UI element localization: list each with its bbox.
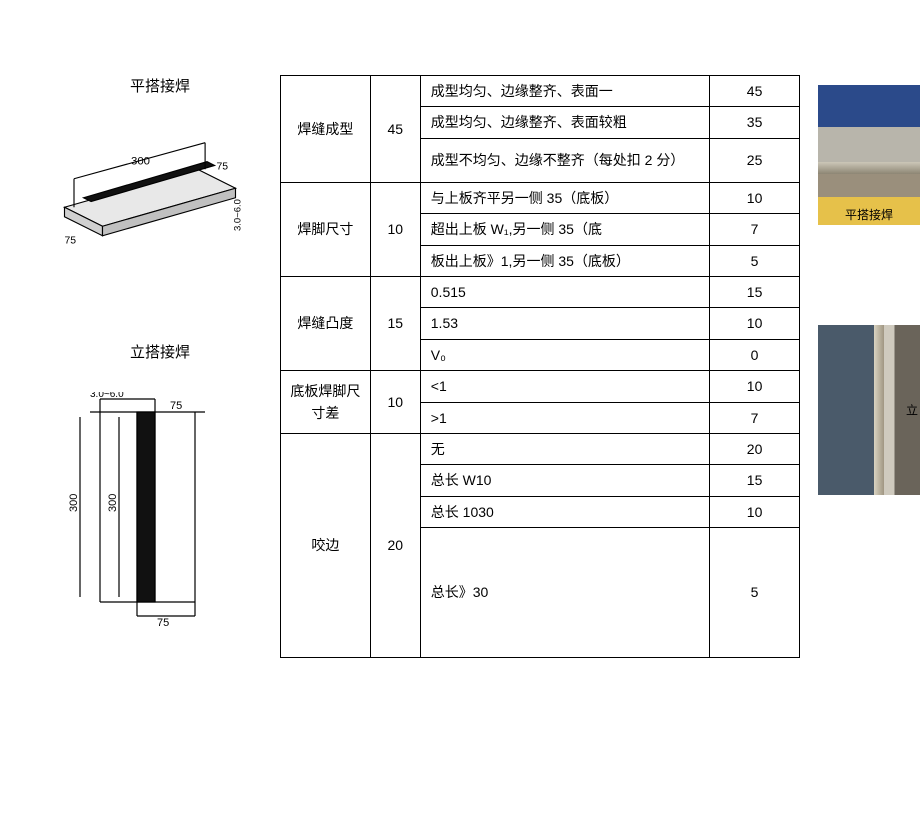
- score-cell: 5: [710, 245, 800, 276]
- criteria-cell: 1.53: [420, 308, 709, 339]
- diag2-w2: 75: [157, 617, 169, 629]
- criteria-cell: 板出上板》1,另一侧 35（底板）: [420, 245, 709, 276]
- criteria-cell: 总长 W10: [420, 465, 709, 496]
- category-cell: 焊脚尺寸: [281, 182, 371, 276]
- score-cell: 45: [710, 76, 800, 107]
- category-cell: 底板焊脚尺寸差: [281, 371, 371, 434]
- score-cell: 15: [710, 465, 800, 496]
- score-cell: 10: [710, 308, 800, 339]
- category-cell: 焊缝成型: [281, 76, 371, 183]
- max-score-cell: 45: [370, 76, 420, 183]
- criteria-cell: V₀: [420, 339, 709, 370]
- photo-flat-lap: 平搭接焊: [818, 85, 920, 225]
- score-cell: 10: [710, 371, 800, 402]
- diag1-w2: 75: [65, 235, 77, 246]
- score-cell: 0: [710, 339, 800, 370]
- criteria-cell: 总长》30: [420, 528, 709, 658]
- max-score-cell: 10: [370, 182, 420, 276]
- scoring-table: 焊缝成型45成型均匀、边缘整齐、表面一45成型均匀、边缘整齐、表面较粗35成型不…: [280, 75, 800, 658]
- diagram1-title: 平搭接焊: [55, 75, 265, 96]
- score-cell: 25: [710, 138, 800, 182]
- max-score-cell: 15: [370, 276, 420, 370]
- criteria-cell: 超出上板 W₁,另一侧 35（底: [420, 214, 709, 245]
- diag2-h1: 300: [68, 494, 80, 512]
- diag1-thk: 3.0~6.0: [232, 199, 243, 231]
- criteria-cell: 与上板齐平另一侧 35（底板）: [420, 182, 709, 213]
- right-photos: 平搭接焊 立: [818, 85, 920, 495]
- diag1-len: 300: [131, 156, 150, 168]
- diagram-flat-lap: 300 75 75 3.0~6.0: [55, 118, 245, 268]
- score-cell: 35: [710, 107, 800, 138]
- score-cell: 10: [710, 496, 800, 527]
- criteria-cell: 成型均匀、边缘整齐、表面一: [420, 76, 709, 107]
- category-cell: 焊缝凸度: [281, 276, 371, 370]
- score-cell: 15: [710, 276, 800, 307]
- photo2-side: 立: [906, 402, 918, 419]
- diag1-w1: 75: [217, 161, 229, 172]
- diagram-vert-lap: 3.0~6.0 75 75 300 300: [55, 392, 225, 632]
- diag2-thk: 3.0~6.0: [90, 392, 124, 400]
- diag2-w1: 75: [170, 400, 182, 412]
- diagram2-title: 立搭接焊: [55, 341, 265, 362]
- left-column: 平搭接焊 300 75 75 3.0~6.0 立搭接焊: [55, 75, 265, 635]
- photo-vert-lap: 立: [818, 325, 920, 495]
- max-score-cell: 10: [370, 371, 420, 434]
- criteria-cell: >1: [420, 402, 709, 433]
- criteria-cell: 总长 1030: [420, 496, 709, 527]
- max-score-cell: 20: [370, 433, 420, 657]
- score-cell: 5: [710, 528, 800, 658]
- score-cell: 7: [710, 214, 800, 245]
- criteria-cell: <1: [420, 371, 709, 402]
- criteria-cell: 成型均匀、边缘整齐、表面较粗: [420, 107, 709, 138]
- photo1-caption: 平搭接焊: [818, 206, 920, 223]
- score-cell: 10: [710, 182, 800, 213]
- criteria-cell: 成型不均匀、边缘不整齐（每处扣 2 分）: [420, 138, 709, 182]
- criteria-cell: 无: [420, 433, 709, 464]
- score-cell: 7: [710, 402, 800, 433]
- score-cell: 20: [710, 433, 800, 464]
- criteria-cell: 0.515: [420, 276, 709, 307]
- category-cell: 咬边: [281, 433, 371, 657]
- diag2-h2: 300: [107, 494, 119, 512]
